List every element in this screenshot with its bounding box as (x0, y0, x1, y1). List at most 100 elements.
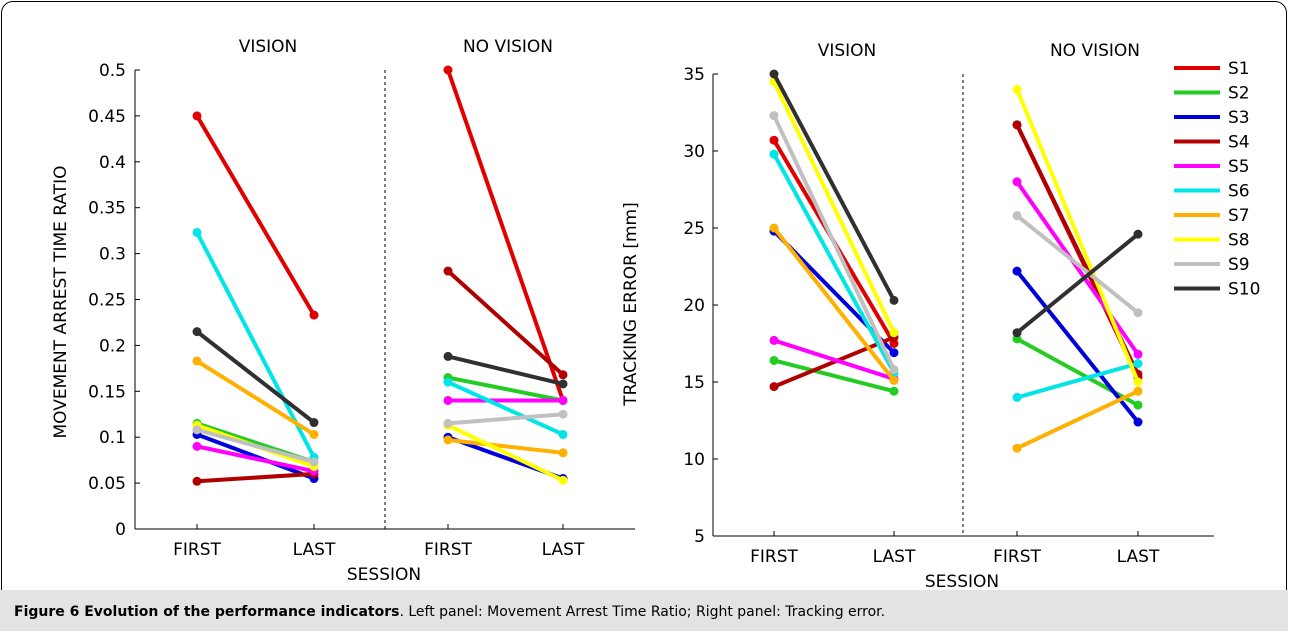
data-point (769, 382, 779, 392)
data-point (889, 348, 899, 358)
y-tick-label: 30 (683, 142, 705, 162)
series-line (772, 358, 896, 394)
data-point (443, 418, 453, 428)
data-point (192, 425, 202, 435)
x-tick-label: FIRST (173, 540, 221, 560)
y-tick-label: 15 (683, 373, 705, 393)
data-point (192, 356, 202, 366)
y-tick-label: 0.5 (99, 61, 126, 81)
data-point (558, 395, 568, 405)
series-line (1015, 361, 1140, 400)
series-s6 (192, 227, 568, 462)
data-point (1012, 177, 1022, 187)
data-point (1133, 400, 1143, 410)
y-tick-label: 0.05 (88, 474, 126, 494)
series-s10 (769, 69, 1143, 338)
y-axis-label: TRACKING ERROR [mm] (621, 202, 641, 407)
data-point (769, 223, 779, 233)
series-line (446, 269, 565, 377)
series-line (1015, 269, 1140, 425)
data-point (1012, 84, 1022, 94)
panel-title: NO VISION (1050, 41, 1140, 61)
data-point (558, 448, 568, 458)
series-line (195, 427, 316, 464)
data-point (1133, 417, 1143, 427)
data-point (1012, 211, 1022, 221)
data-point (443, 435, 453, 445)
data-point (558, 475, 568, 485)
y-tick-label: 35 (683, 65, 705, 85)
series-line (446, 68, 565, 403)
data-point (769, 135, 779, 145)
data-point (889, 386, 899, 396)
series-line (446, 437, 565, 455)
legend-label: S7 (1228, 206, 1250, 226)
data-point (309, 429, 319, 439)
series-s7 (769, 223, 1143, 453)
data-point (192, 327, 202, 337)
x-axis-label: SESSION (347, 565, 421, 585)
x-tick-label: LAST (873, 547, 916, 567)
series-line (1015, 389, 1140, 451)
panel-title: NO VISION (463, 37, 553, 57)
series-line (446, 412, 565, 426)
data-point (192, 227, 202, 237)
data-point (1133, 349, 1143, 359)
data-point (558, 379, 568, 389)
data-point (1133, 359, 1143, 369)
series-line (195, 471, 316, 484)
y-tick-label: 0.3 (99, 245, 126, 265)
y-tick-label: 10 (683, 450, 705, 470)
data-point (443, 266, 453, 276)
series-s7 (192, 356, 568, 458)
data-point (769, 335, 779, 345)
series-s9 (192, 409, 568, 467)
y-tick-label: 0 (115, 520, 126, 540)
data-point (889, 339, 899, 348)
figure-svg: 0 0.05 0.1 0.15 0.2 0.25 0.3 0.35 0.4 0.45 0.5 FIRS… (51, 37, 1260, 592)
series-line (772, 152, 896, 375)
y-tick-label: 0.15 (88, 382, 126, 402)
panel-title: VISION (239, 37, 298, 57)
y-tick-label: 5 (694, 527, 705, 547)
series-s9 (769, 111, 1143, 375)
data-point (192, 476, 202, 486)
data-point (1012, 328, 1022, 338)
data-point (1133, 377, 1143, 387)
series-line (1015, 179, 1140, 357)
legend-label: S4 (1228, 133, 1250, 153)
panel-title: VISION (818, 41, 877, 61)
y-tick-label: 20 (683, 296, 705, 316)
series-s8 (769, 77, 1143, 387)
series-s2 (769, 334, 1143, 410)
series-line (772, 72, 896, 303)
data-point (769, 69, 779, 79)
x-axis-label: SESSION (925, 572, 999, 592)
series-s6 (769, 149, 1143, 402)
data-point (1133, 308, 1143, 318)
series-s1 (192, 65, 568, 405)
caption-title: Figure 6 Evolution of the performance in… (14, 604, 400, 620)
data-point (889, 365, 899, 375)
data-point (769, 355, 779, 365)
data-point (769, 149, 779, 159)
series-line (195, 432, 316, 481)
x-tick-label: LAST (293, 540, 336, 560)
data-point (1133, 386, 1143, 396)
series-line (1015, 232, 1140, 335)
x-tick-label: LAST (542, 540, 585, 560)
series-line (772, 338, 896, 381)
data-point (1012, 266, 1022, 276)
data-point (889, 295, 899, 305)
series-line (446, 375, 565, 403)
series-line (1015, 213, 1140, 315)
series-line (772, 113, 896, 372)
data-point (192, 111, 202, 121)
series-line (772, 335, 896, 389)
data-point (558, 370, 568, 380)
y-tick-label: 0.45 (88, 107, 126, 127)
y-tick-label: 0.4 (99, 153, 126, 173)
y-tick-label: 0.25 (88, 291, 126, 311)
legend-label: S1 (1228, 59, 1250, 79)
